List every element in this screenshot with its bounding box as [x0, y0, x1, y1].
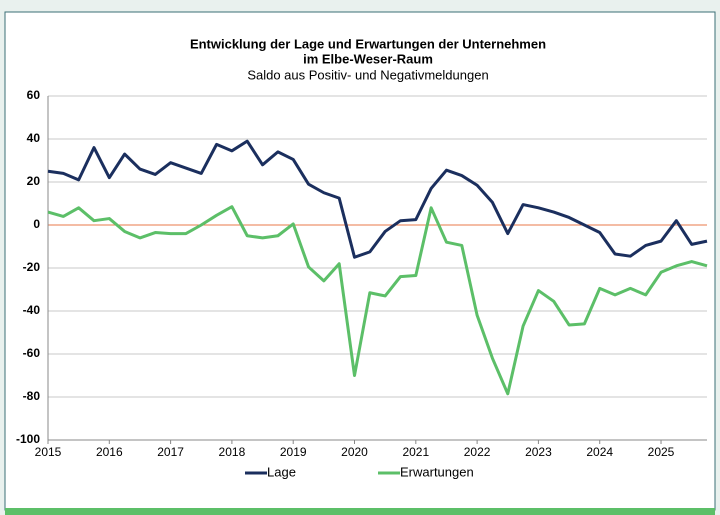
y-tick-label: 60 — [27, 88, 41, 102]
legend-label: Lage — [267, 464, 296, 479]
x-tick-label: 2022 — [464, 445, 491, 459]
x-tick-label: 2023 — [525, 445, 552, 459]
x-tick-label: 2016 — [96, 445, 123, 459]
line-series — [47, 139, 708, 259]
y-tick-label: -80 — [23, 389, 41, 403]
x-tick-label: 2025 — [648, 445, 675, 459]
x-tick-label: 2017 — [157, 445, 184, 459]
x-tick-label: 2015 — [35, 445, 62, 459]
x-tick-label: 2020 — [341, 445, 368, 459]
line-series — [47, 205, 708, 396]
x-tick-label: 2024 — [586, 445, 613, 459]
x-tick-label: 2021 — [402, 445, 429, 459]
y-tick-label: -60 — [23, 346, 41, 360]
y-tick-label: -100 — [16, 432, 40, 446]
panel — [4, 11, 716, 511]
chart-subtitle: Saldo aus Positiv- und Negativmeldungen — [247, 67, 488, 82]
y-tick-label: 20 — [27, 174, 41, 188]
chart-title: Entwicklung der Lage und Erwartungen der… — [190, 36, 546, 51]
y-tick-label: -20 — [23, 260, 41, 274]
bottom-bar — [5, 508, 715, 515]
legend-label: Erwartungen — [400, 464, 474, 479]
x-tick-label: 2018 — [219, 445, 246, 459]
x-tick-label: 2019 — [280, 445, 307, 459]
chart-title: im Elbe-Weser-Raum — [303, 51, 433, 66]
y-tick-label: 0 — [33, 217, 40, 231]
y-tick-label: 40 — [27, 131, 41, 145]
y-tick-label: -40 — [23, 303, 41, 317]
